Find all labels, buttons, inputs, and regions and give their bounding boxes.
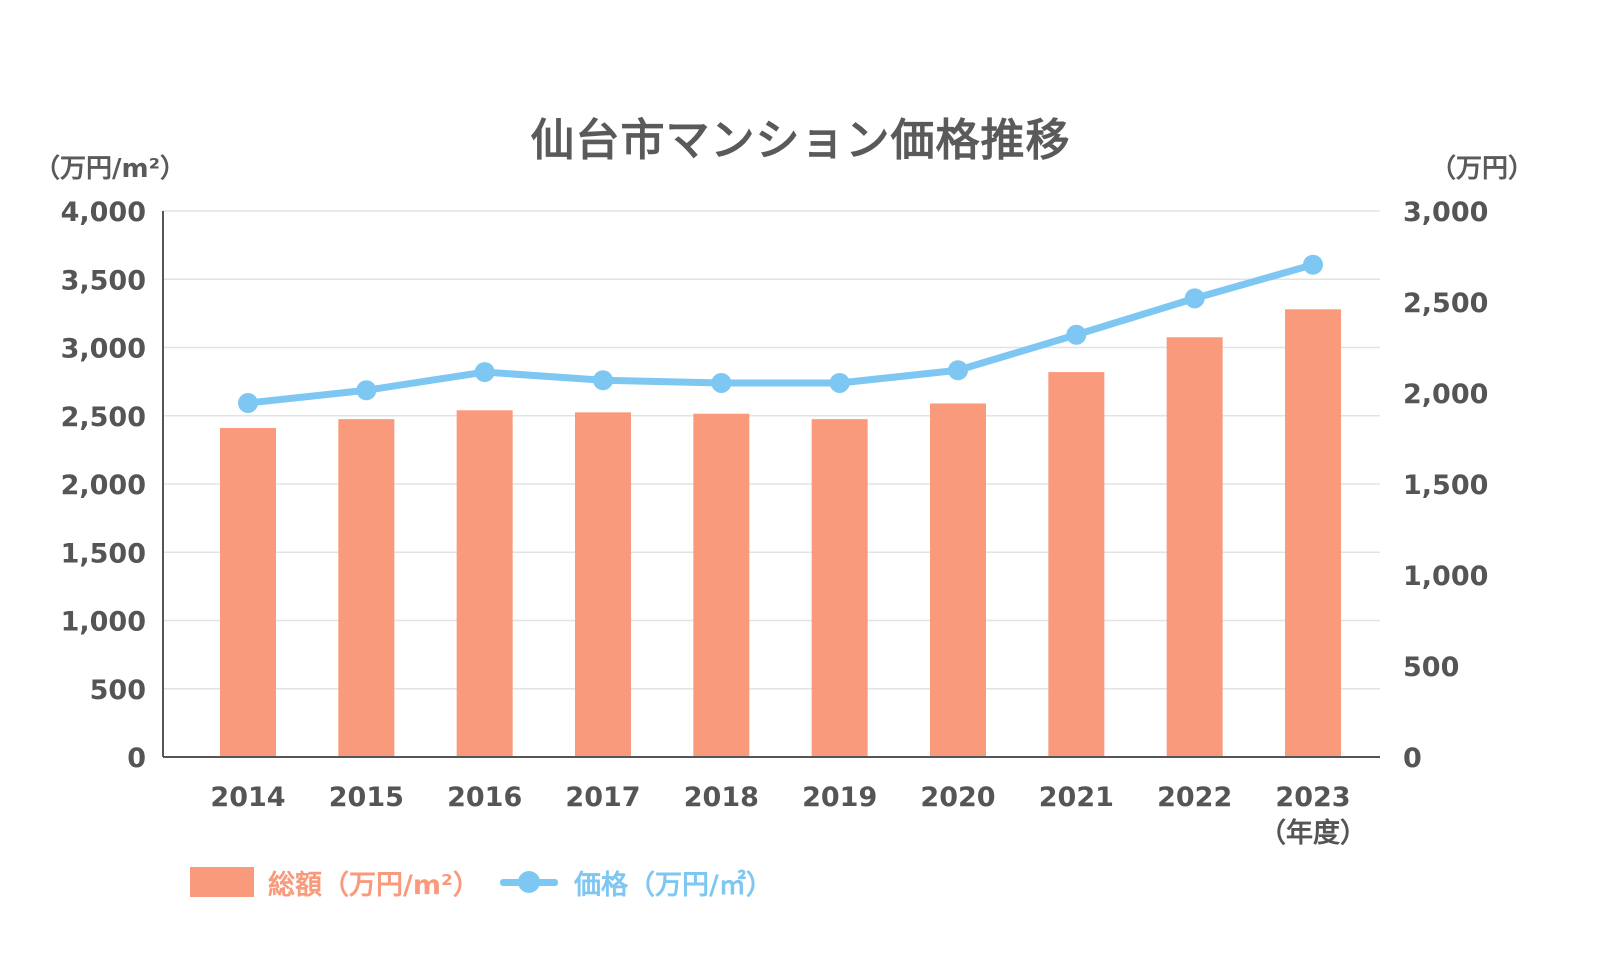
chart-title: 仙台市マンション価格推移 — [530, 115, 1071, 166]
left-axis-unit-label: （万円/m²） — [34, 154, 186, 184]
x-tick-label: 2021 — [1039, 782, 1114, 813]
x-tick-label: 2023 — [1275, 782, 1350, 813]
price-point-2019 — [829, 372, 850, 393]
y-left-tick-label: 2,500 — [61, 402, 146, 433]
y-right-tick-label: 500 — [1403, 652, 1459, 683]
y-left-tick-label: 3,500 — [61, 265, 146, 296]
y-left-tick-label: 0 — [127, 743, 146, 774]
legend-bar-label: 総額（万円/m²） — [268, 869, 480, 901]
bar-2020 — [930, 403, 986, 757]
legend-line-label: 価格（万円/㎡） — [574, 869, 773, 901]
price-point-2023 — [1303, 254, 1323, 275]
bar-2014 — [220, 428, 276, 757]
legend-bar-swatch — [190, 867, 254, 897]
price-point-2015 — [356, 380, 377, 401]
x-tick-label: 2019 — [802, 782, 877, 813]
x-tick-label: 2014 — [210, 782, 285, 813]
y-right-tick-label: 2,500 — [1403, 288, 1488, 319]
price-point-2014 — [238, 393, 258, 414]
price-point-2020 — [948, 360, 968, 381]
price-point-2021 — [1066, 324, 1087, 345]
x-axis-unit-label: （年度） — [1259, 817, 1367, 849]
bar-2021 — [1048, 372, 1105, 757]
x-tick-label: 2017 — [565, 782, 640, 813]
y-left-tick-label: 2,000 — [61, 470, 146, 501]
price-line — [244, 261, 1317, 407]
x-tick-label: 2016 — [447, 782, 522, 813]
bar-2018 — [693, 413, 750, 757]
bar-2017 — [575, 412, 631, 757]
right-axis-unit-label: （万円） — [1430, 154, 1535, 184]
legend-line-swatch — [500, 867, 558, 897]
y-left-tick-label: 1,500 — [61, 538, 146, 569]
y-right-tick-label: 2,000 — [1403, 379, 1488, 410]
y-right-tick-label: 1,500 — [1403, 470, 1488, 501]
legend-item-bar: 総額（万円/m²） — [190, 862, 480, 902]
bar-2022 — [1166, 337, 1223, 757]
bar-2023 — [1285, 309, 1341, 757]
legend-item-line: 価格（万円/㎡） — [500, 862, 773, 902]
y-right-tick-label: 1,000 — [1403, 561, 1488, 592]
y-left-tick-label: 3,000 — [61, 334, 146, 365]
y-left-tick-label: 1,000 — [61, 607, 146, 638]
price-point-2018 — [711, 372, 732, 393]
price-point-2016 — [474, 362, 495, 383]
x-tick-label: 2020 — [920, 782, 995, 813]
x-tick-label: 2022 — [1157, 782, 1232, 813]
x-tick-label: 2015 — [329, 782, 404, 813]
y-left-tick-label: 4,000 — [61, 197, 146, 228]
y-right-tick-label: 3,000 — [1403, 197, 1488, 228]
bar-2019 — [811, 419, 868, 757]
y-right-tick-label: 0 — [1403, 743, 1422, 774]
x-tick-label: 2018 — [684, 782, 759, 813]
price-point-2017 — [593, 370, 613, 391]
y-left-tick-label: 500 — [90, 675, 146, 706]
price-point-2022 — [1184, 288, 1205, 309]
bar-2016 — [456, 410, 513, 757]
bar-2015 — [338, 419, 395, 757]
